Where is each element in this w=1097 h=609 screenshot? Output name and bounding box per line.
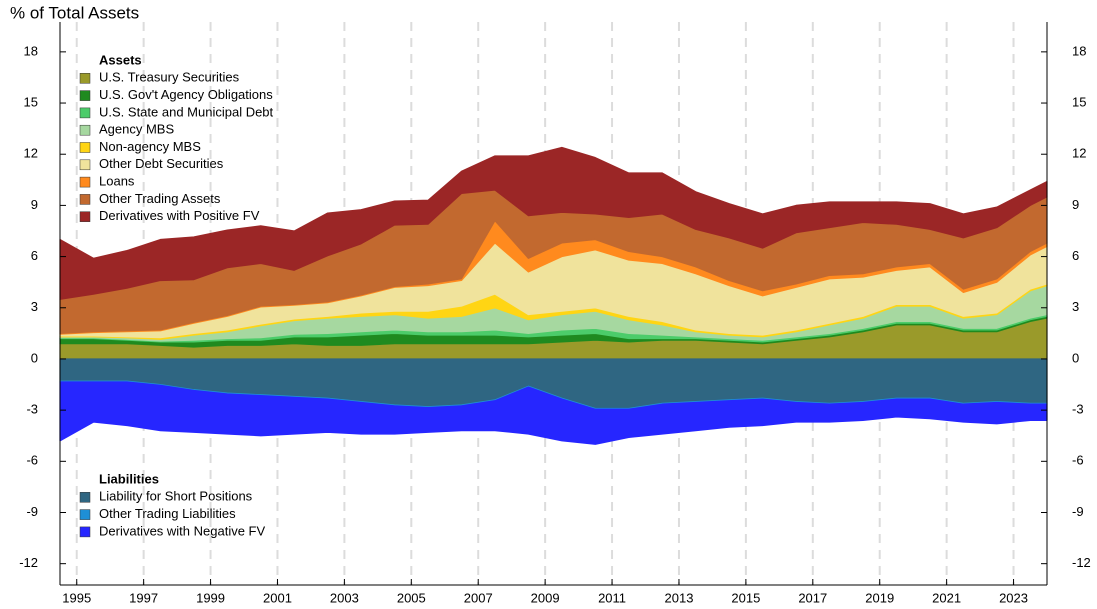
legend-label: U.S. Treasury Securities <box>99 70 240 85</box>
legend-title: Assets <box>99 52 142 67</box>
x-tick-label: 2005 <box>397 590 426 605</box>
legend-label: U.S. Gov't Agency Obligations <box>99 87 273 102</box>
y-tick-label: -9 <box>26 504 38 519</box>
x-tick-label: 2013 <box>665 590 694 605</box>
legend-label: Non-agency MBS <box>99 139 201 154</box>
legend-swatch <box>79 73 91 84</box>
x-tick-label: 2009 <box>531 590 560 605</box>
legend-swatch <box>79 176 91 188</box>
x-tick-label: 2023 <box>999 590 1028 605</box>
legend-label: Liability for Short Positions <box>99 489 253 504</box>
legend-swatch <box>79 492 91 503</box>
x-tick-label: 2015 <box>731 590 760 605</box>
x-tick-label: 2011 <box>598 590 626 605</box>
y-tick-label: 12 <box>24 146 38 161</box>
y2-tick-label: -6 <box>1072 453 1084 468</box>
x-tick-label: 2019 <box>865 590 894 605</box>
x-tick-label: 1997 <box>129 590 158 605</box>
y2-tick-label: 9 <box>1072 197 1079 212</box>
y-tick-label: 15 <box>24 94 38 109</box>
legend-swatch <box>79 509 91 520</box>
legend-label: U.S. State and Municipal Debt <box>99 104 274 119</box>
legend-label: Derivatives with Negative FV <box>99 523 265 538</box>
y-tick-label: -3 <box>26 402 38 417</box>
legend-swatch <box>79 107 91 119</box>
legend-swatch <box>79 159 91 171</box>
y-tick-label: 6 <box>31 248 38 263</box>
y2-tick-label: -3 <box>1072 402 1084 417</box>
y-tick-label: 9 <box>31 197 38 212</box>
y-tick-label: 0 <box>31 350 38 365</box>
x-tick-label: 2001 <box>263 590 292 605</box>
x-tick-label: 2007 <box>464 590 493 605</box>
legend-label: Other Trading Liabilities <box>99 506 236 521</box>
x-tick-label: 1995 <box>62 590 91 605</box>
x-tick-label: 2003 <box>330 590 359 605</box>
legend-swatch <box>79 90 91 101</box>
y2-tick-label: -9 <box>1072 504 1084 519</box>
y-tick-label: -6 <box>26 453 38 468</box>
legend-label: Other Trading Assets <box>99 191 221 206</box>
y2-tick-label: 18 <box>1072 43 1086 58</box>
legend-label: Agency MBS <box>99 122 174 137</box>
legend-label: Loans <box>99 174 135 189</box>
x-tick-label: 2021 <box>932 590 961 605</box>
y2-tick-label: 6 <box>1072 248 1079 263</box>
y-tick-label: -12 <box>19 555 38 570</box>
y-tick-label: 18 <box>24 43 38 58</box>
y2-tick-label: 0 <box>1072 350 1079 365</box>
legend-swatch <box>79 194 91 205</box>
x-tick-label: 1999 <box>196 590 225 605</box>
y2-tick-label: 3 <box>1072 299 1079 314</box>
y2-tick-label: -12 <box>1072 555 1091 570</box>
legend-swatch <box>79 211 91 222</box>
legend-title: Liabilities <box>99 471 159 486</box>
legend-swatch <box>79 124 91 136</box>
y2-tick-label: 15 <box>1072 94 1086 109</box>
legend-swatch <box>79 526 91 538</box>
chart-title: % of Total Assets <box>10 3 139 22</box>
y-tick-label: 3 <box>31 299 38 314</box>
legend-label: Other Debt Securities <box>99 156 224 171</box>
x-tick-label: 2017 <box>798 590 827 605</box>
legend-label: Derivatives with Positive FV <box>99 208 260 223</box>
y2-tick-label: 12 <box>1072 146 1086 161</box>
legend-swatch <box>79 142 91 153</box>
